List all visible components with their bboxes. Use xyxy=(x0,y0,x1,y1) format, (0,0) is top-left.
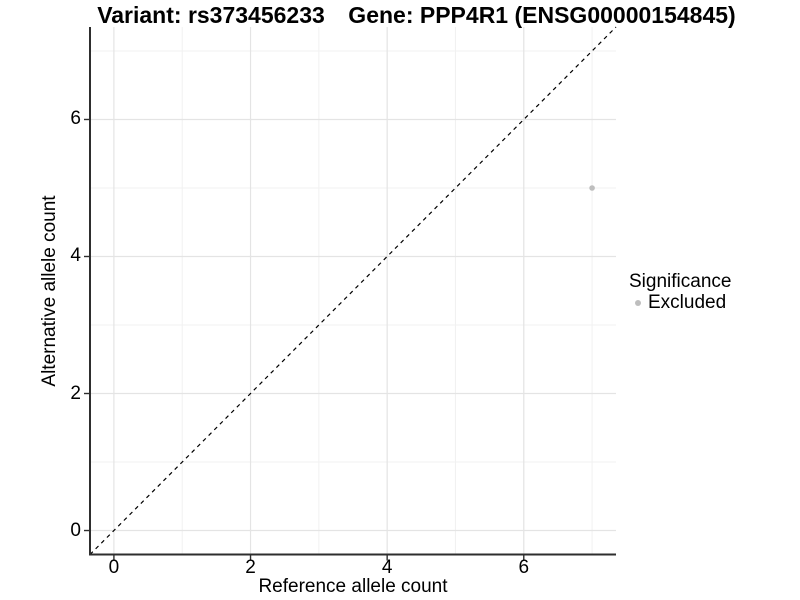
legend-item-label: Excluded xyxy=(648,291,727,313)
x-tick-label: 6 xyxy=(518,557,530,578)
y-tick-label: 4 xyxy=(70,245,81,267)
legend-item: Excluded xyxy=(629,291,731,313)
plot-title-gene: Gene: PPP4R1 (ENSG00000154845) xyxy=(348,2,736,28)
data-point xyxy=(589,185,595,191)
x-tick-label: 0 xyxy=(108,557,120,578)
x-tick-label: 4 xyxy=(381,557,393,578)
y-tick-label: 6 xyxy=(70,108,81,130)
plot-title-variant: Variant: rs373456233 xyxy=(97,2,325,28)
y-tick-label: 2 xyxy=(70,382,81,404)
legend-key-dot-icon xyxy=(635,299,641,306)
y-axis-label: Alternative allele count xyxy=(39,195,60,387)
y-tick-label: 0 xyxy=(70,519,81,541)
x-tick-label: 2 xyxy=(245,557,256,578)
legend-items: Excluded xyxy=(629,291,731,313)
legend-title: Significance xyxy=(629,271,732,292)
x-axis-label: Reference allele count xyxy=(258,576,448,597)
identity-dashed-line xyxy=(89,26,617,555)
legend: Significance Excluded xyxy=(629,270,732,313)
